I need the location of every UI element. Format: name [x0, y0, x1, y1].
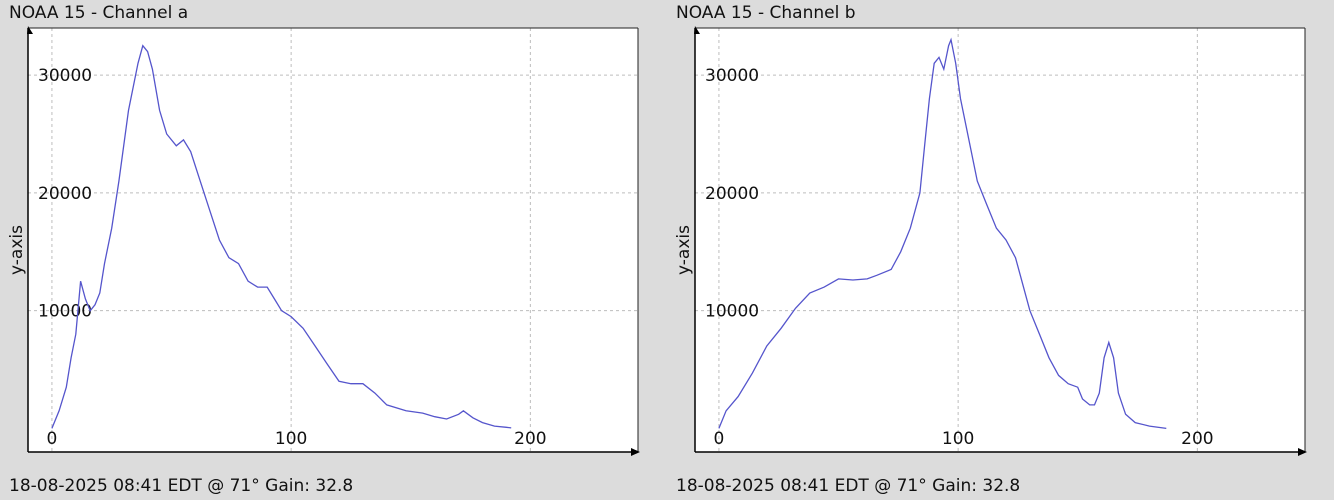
y-tick-label: 10000 [38, 302, 92, 322]
chart-plot: 0 100 200 10000 20000 30000 y-axis [674, 26, 1307, 456]
x-tick-label: 0 [714, 429, 725, 449]
y-tick-label: 30000 [705, 66, 759, 86]
y-axis-arrow [694, 26, 700, 34]
chart-plot: 0 100 200 10000 20000 30000 y-axis [7, 26, 640, 456]
y-tick-label: 20000 [38, 184, 92, 204]
y-axis-title: y-axis [7, 225, 27, 275]
y-axis-title: y-axis [674, 225, 694, 275]
x-tick-label: 200 [1181, 429, 1213, 449]
chart-title: NOAA 15 - Channel b [676, 3, 856, 23]
y-tick-label: 10000 [705, 302, 759, 322]
series-line [718, 37, 1167, 430]
chart-footer: 18-08-2025 08:41 EDT @ 71° Gain: 32.8 [676, 476, 1021, 496]
y-tick-label: 30000 [38, 66, 92, 86]
chart-title: NOAA 15 - Channel a [9, 3, 189, 23]
x-tick-label: 100 [942, 429, 974, 449]
chart-panel-a: NOAA 15 - Channel a 0 100 200 10000 20000 300… [0, 0, 660, 500]
y-axis-arrow [27, 26, 33, 34]
x-tick-label: 0 [47, 429, 58, 449]
series-line [51, 44, 512, 429]
y-tick-label: 20000 [705, 184, 759, 204]
x-tick-label: 200 [514, 429, 546, 449]
plot-background [695, 28, 1305, 452]
plot-background [28, 28, 638, 452]
x-tick-label: 100 [275, 429, 307, 449]
x-axis-arrow [1298, 448, 1307, 456]
chart-footer: 18-08-2025 08:41 EDT @ 71° Gain: 32.8 [9, 476, 354, 496]
chart-panel-b: NOAA 15 - Channel b 0 100 200 10000 20000 300… [667, 0, 1327, 500]
x-axis-arrow [631, 448, 640, 456]
